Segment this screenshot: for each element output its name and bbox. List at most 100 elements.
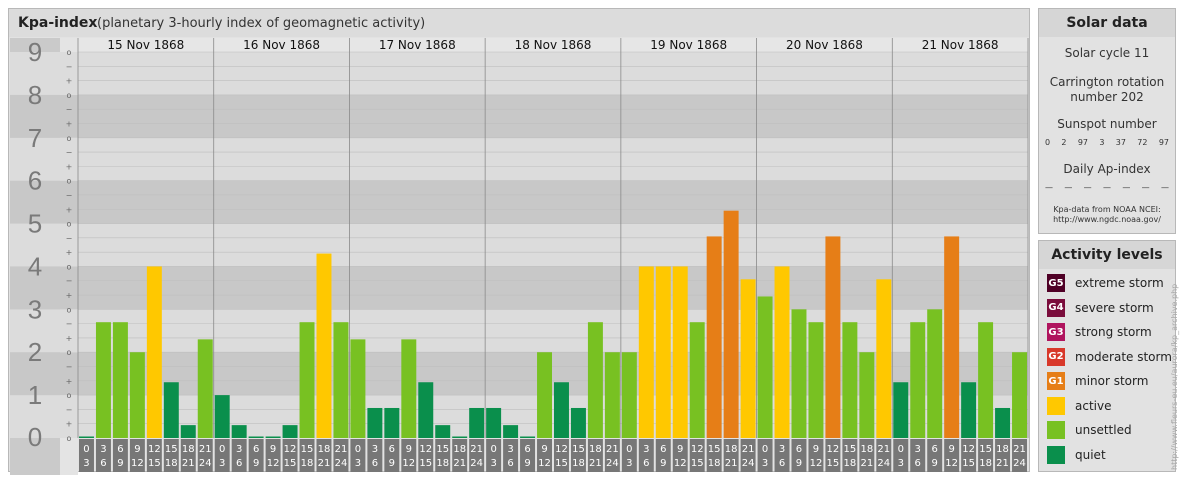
interval-cell (655, 439, 671, 472)
ap-value: — (1064, 183, 1073, 192)
kp-bar (1012, 352, 1027, 438)
kp-bar (112, 322, 128, 438)
sub-tick-label: o (67, 348, 72, 357)
ap-value: — (1141, 183, 1150, 192)
interval-end-label: 21 (453, 458, 466, 469)
kp-bar (910, 322, 926, 438)
kp-bar (740, 279, 756, 438)
kp-bar (876, 279, 892, 438)
kp-band (10, 309, 1028, 353)
activity-level-item: G3 strong storm (1047, 322, 1152, 342)
interval-start-label: 9 (541, 444, 547, 455)
sunspot-value: 3 (1099, 138, 1105, 147)
activity-level-label: quiet (1075, 447, 1106, 462)
interval-end-label: 24 (877, 458, 890, 469)
sub-tick-label: o (67, 134, 72, 143)
interval-cell (944, 439, 960, 472)
sub-tick-label: + (66, 162, 73, 171)
kp-bar (486, 407, 502, 438)
kp-bar (621, 352, 637, 438)
kp-bar (350, 339, 366, 438)
chart-title: Kpa-index (18, 15, 98, 31)
interval-start-label: 18 (589, 444, 602, 455)
activity-level-swatch: G2 (1047, 347, 1065, 366)
interval-end-label: 9 (253, 458, 259, 469)
sub-tick-label: o (67, 262, 72, 271)
interval-cell (961, 439, 977, 472)
interval-cell (163, 439, 179, 472)
interval-start-label: 12 (419, 444, 432, 455)
interval-start-label: 12 (148, 444, 161, 455)
source-line-1: Kpa-data from NOAA NCEI: (1053, 205, 1161, 214)
sub-tick-label: + (66, 334, 73, 343)
interval-cell (537, 439, 552, 472)
interval-cell (808, 439, 824, 472)
kp-bar (367, 407, 383, 438)
sub-tick-label: + (66, 291, 73, 300)
interval-end-label: 6 (372, 458, 378, 469)
interval-start-label: 3 (100, 444, 106, 455)
interval-start-label: 12 (555, 444, 568, 455)
interval-cell (638, 439, 654, 472)
interval-end-label: 24 (742, 458, 755, 469)
interval-cell (740, 439, 756, 472)
interval-end-label: 21 (725, 458, 738, 469)
interval-end-label: 3 (626, 458, 632, 469)
interval-start-label: 6 (524, 444, 530, 455)
sub-tick-label: o (67, 305, 72, 314)
ap-value: — (1083, 183, 1092, 192)
solar-data-header: Solar data (1039, 9, 1175, 37)
sub-tick-label: o (67, 434, 72, 443)
interval-cell (842, 439, 858, 472)
interval-end-label: 12 (131, 458, 144, 469)
interval-end-label: 12 (810, 458, 823, 469)
activity-level-swatch (1047, 421, 1065, 439)
interval-cell (621, 439, 637, 472)
y-tick-label: 6 (28, 166, 42, 196)
activity-level-swatch: G5 (1047, 274, 1065, 292)
interval-cell (316, 439, 332, 472)
sub-tick-label: − (66, 148, 73, 157)
interval-end-label: 3 (490, 458, 496, 469)
kp-bar (944, 236, 960, 438)
source-url: http://www.fleurs-eu.eu/aurora/kp_archiv… (1170, 283, 1179, 470)
interval-start-label: 21 (199, 444, 212, 455)
solar-data-box: Solar data Solar cycle 11 Carrington rot… (1038, 8, 1176, 234)
solar-cycle: Solar cycle 11 (1064, 46, 1150, 60)
kp-bar (299, 322, 315, 438)
activity-level-label: severe storm (1075, 300, 1154, 315)
sunspot-values: 0 2 97 3 37 72 97 (1045, 138, 1169, 147)
interval-start-label: 12 (284, 444, 297, 455)
interval-end-label: 15 (962, 458, 975, 469)
interval-start-label: 15 (301, 444, 314, 455)
kp-bar (706, 236, 722, 438)
y-tick-label: 7 (28, 123, 42, 153)
interval-cell (367, 439, 383, 472)
interval-start-label: 18 (725, 444, 738, 455)
interval-start-label: 9 (948, 444, 954, 455)
kp-bar (265, 436, 281, 438)
sunspot-value: 97 (1077, 138, 1089, 147)
kp-bar (570, 407, 586, 438)
date-header-background (78, 38, 1028, 52)
kp-band (10, 352, 1028, 396)
interval-end-label: 9 (796, 458, 802, 469)
interval-start-label: 15 (844, 444, 857, 455)
kp-bar (927, 309, 943, 438)
source-line-2: http://www.ngdc.noaa.gov/ (1053, 215, 1161, 224)
sub-tick-label: o (67, 220, 72, 229)
day-label: 15 Nov 1868 (107, 38, 184, 52)
interval-start-label: 21 (877, 444, 890, 455)
kp-bar (95, 322, 111, 438)
interval-end-label: 15 (555, 458, 568, 469)
interval-start-label: 15 (436, 444, 449, 455)
ap-values: — — — — — — — (1045, 183, 1169, 192)
interval-cell (995, 439, 1011, 472)
interval-cell (876, 439, 892, 472)
interval-cell (452, 439, 468, 472)
interval-end-label: 21 (996, 458, 1009, 469)
kp-bar (978, 322, 994, 438)
activity-level-label: minor storm (1075, 374, 1149, 388)
interval-end-label: 3 (898, 458, 904, 469)
interval-end-label: 12 (674, 458, 687, 469)
